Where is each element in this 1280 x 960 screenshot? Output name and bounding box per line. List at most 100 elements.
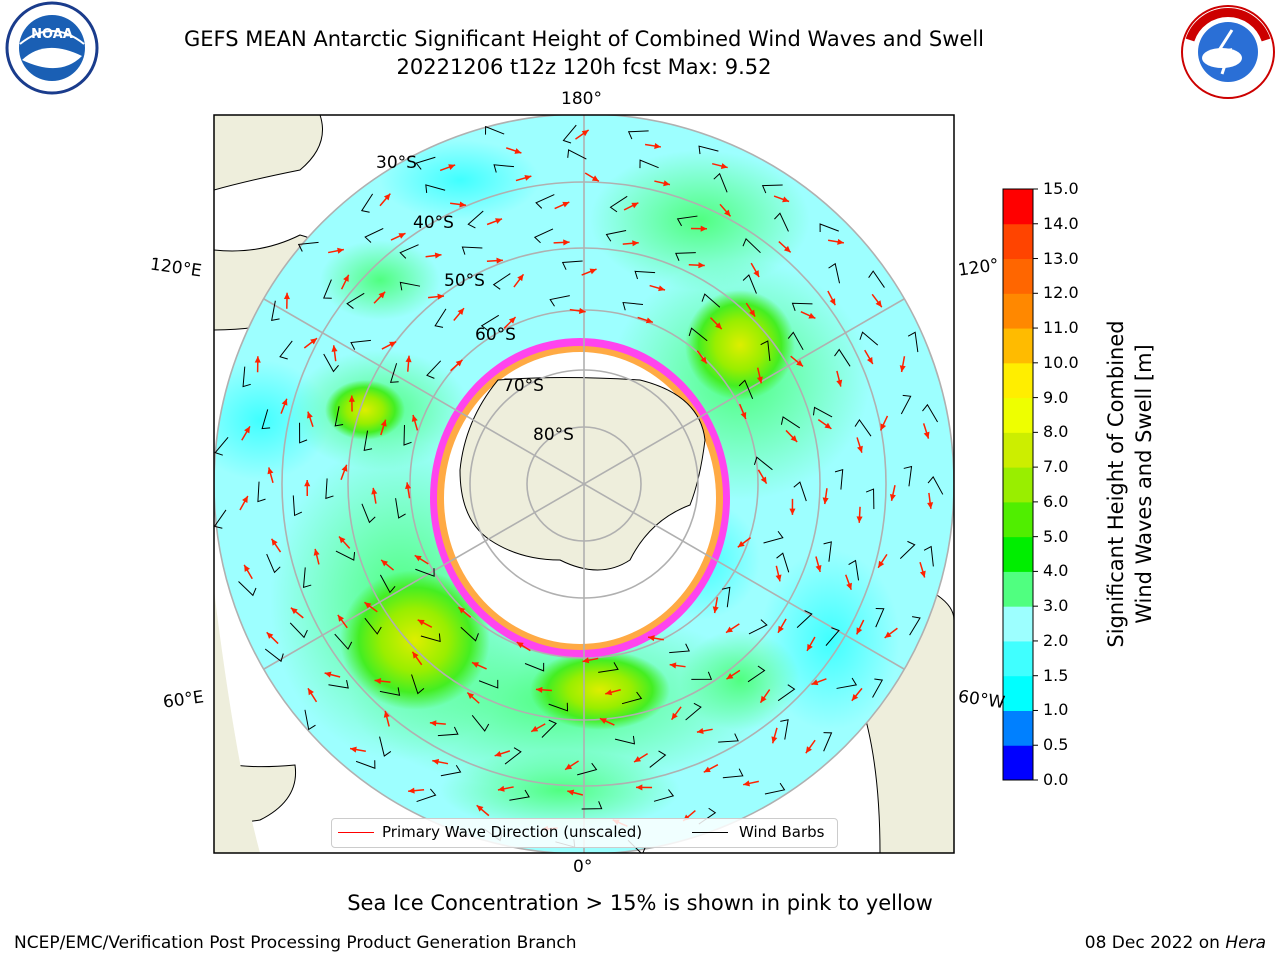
wave-arrow-head	[380, 419, 387, 427]
wave-arrow-head	[866, 356, 873, 364]
wave-arrow-head	[778, 625, 784, 633]
wave-arrow-head	[283, 292, 291, 300]
wind-barb	[669, 643, 690, 654]
wind-barb	[899, 540, 916, 559]
wind-barb	[598, 662, 619, 673]
wave-arrow-head	[846, 582, 852, 590]
wave-arrow-head	[749, 309, 756, 317]
wind-barb	[622, 301, 644, 311]
lon-label-0: 0°	[573, 857, 593, 877]
wind-barb	[747, 665, 766, 683]
wind-barb	[760, 340, 771, 361]
wind-barb	[364, 228, 384, 243]
wind-barb	[609, 195, 628, 213]
wind-barb	[350, 339, 371, 350]
wave-arrow-head	[790, 435, 798, 442]
legend-wave-line	[338, 832, 374, 833]
wind-barb	[627, 130, 649, 140]
wind-barb	[823, 541, 832, 562]
wind-barb	[836, 677, 858, 689]
colorbar-segment	[1003, 328, 1033, 364]
wave-arrow-head	[459, 201, 467, 208]
wind-barb	[214, 436, 229, 456]
wave-arrow-head	[434, 252, 442, 259]
wave-arrow-head	[457, 308, 464, 315]
wave-arrow-head	[364, 602, 372, 609]
wave-arrow-head	[337, 247, 344, 254]
wave-arrow-head	[495, 218, 503, 224]
colorbar-label-line2: Wind Waves and Swell [m]	[1132, 344, 1156, 624]
wind-barb	[355, 760, 376, 769]
map-frame	[213, 114, 955, 854]
wave-arrow-head	[875, 300, 882, 308]
wind-barb	[289, 622, 308, 639]
wave-arrow-head	[760, 695, 767, 703]
wave-arrow-head	[429, 720, 437, 727]
wave-arrow-head	[307, 411, 313, 419]
wave-arrow-head	[811, 679, 819, 686]
wave-arrow-head	[789, 508, 796, 515]
colorbar-label: Significant Height of Combined Wind Wave…	[1102, 274, 1158, 694]
noaa-logo: NOAA	[5, 1, 99, 95]
wave-arrow-head	[648, 635, 655, 642]
wind-barb	[334, 633, 353, 650]
wind-barb	[238, 581, 257, 597]
colorbar-tick-label: 10.0	[1043, 352, 1079, 372]
colorbar-segment	[1003, 397, 1033, 433]
wind-barb	[323, 353, 339, 373]
wind-barb	[562, 124, 577, 144]
wind-barb	[909, 616, 921, 636]
chart-title: GEFS MEAN Antarctic Significant Height o…	[183, 27, 985, 51]
wind-barb	[865, 488, 875, 510]
wave-arrow-head	[599, 718, 607, 724]
wind-barb	[420, 633, 441, 643]
wind-barb	[872, 678, 884, 698]
wave-arrow-head	[634, 756, 641, 763]
wave-arrow-head	[740, 411, 747, 419]
wind-barb	[721, 586, 731, 608]
colorbar	[1002, 188, 1038, 781]
wave-arrow-head	[805, 746, 812, 754]
wave-arrow-head	[516, 642, 524, 649]
wind-barb	[415, 568, 435, 577]
wind-barb	[437, 726, 459, 737]
wind-barb	[676, 215, 698, 227]
colorbar-tick-label: 13.0	[1043, 248, 1079, 268]
wind-barb	[334, 406, 344, 427]
wave-arrow-head	[307, 688, 314, 696]
wind-barb	[541, 719, 557, 738]
wave-arrow-head	[856, 627, 863, 635]
wind-barb	[524, 662, 545, 672]
wave-arrow-head	[775, 574, 782, 582]
wave-arrow-head	[822, 497, 829, 505]
wave-arrow-head	[726, 673, 734, 680]
wave-arrow-head	[562, 201, 570, 208]
wave-arrow-head	[724, 209, 731, 217]
wave-arrow-head	[414, 555, 422, 562]
wind-barb	[764, 782, 786, 795]
wind-barb	[389, 363, 399, 383]
colorbar-tick-label: 14.0	[1043, 213, 1079, 233]
wind-barb	[780, 416, 801, 429]
legend-wave-label: Primary Wave Direction (unscaled)	[382, 823, 643, 841]
wind-barb	[461, 246, 483, 255]
wave-arrow-head	[341, 464, 348, 472]
wave-arrow-head	[927, 502, 934, 509]
map-legend: Primary Wave Direction (unscaled) Wind B…	[331, 818, 838, 848]
wind-barb	[399, 281, 421, 291]
wave-arrow-head	[715, 322, 722, 330]
wave-arrow-head	[605, 689, 613, 696]
wave-arrow-head	[700, 225, 707, 232]
wave-arrow-head	[884, 631, 892, 638]
colorbar-frame	[1002, 188, 1034, 781]
wave-arrow-head	[565, 763, 573, 770]
wave-arrow-head	[517, 274, 524, 282]
wave-arrow-head	[658, 285, 666, 292]
wave-arrow-head	[471, 662, 479, 668]
wave-arrow-head	[880, 423, 887, 431]
wind-barb	[927, 476, 944, 495]
wave-arrow-head	[837, 238, 844, 245]
sea-ice-note: Sea Ice Concentration > 15% is shown in …	[347, 891, 933, 915]
wind-barb	[834, 468, 844, 490]
wind-barb	[302, 567, 312, 589]
